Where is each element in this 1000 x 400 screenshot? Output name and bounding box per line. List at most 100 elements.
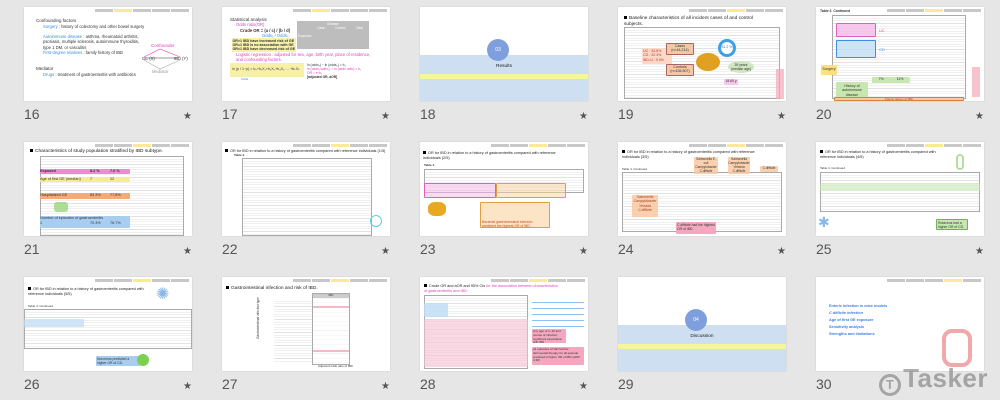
- x-axis-label: Adjusted odds ratio of IBD: [318, 364, 353, 368]
- slide-thumbnail-25[interactable]: OR for IBD in relation to a history of g…: [816, 142, 984, 236]
- hospitalized-row: Hospitalized GE 83.3% 77.8%: [40, 193, 130, 199]
- percent-row: 7% 11%: [872, 77, 910, 83]
- text: : history of colectomy and other bowel s…: [57, 24, 145, 29]
- text: Case: [317, 26, 325, 30]
- surgery-label: Surgery: [821, 65, 837, 75]
- or-interpretation: OR=1 IBD is no association with GE: [232, 42, 294, 47]
- pathogen-box: Salmonella Campylobacter Yersinia C.diff…: [632, 195, 658, 217]
- section-nav: [689, 144, 783, 147]
- heading: Confounding factors: [36, 18, 77, 23]
- watermark-text: Tasker: [903, 363, 988, 393]
- section-nav: [95, 279, 189, 282]
- slide-number: 19: [618, 106, 634, 122]
- age-row: Age of first GE (median) 7 22: [40, 177, 130, 182]
- person-icon: [776, 69, 784, 99]
- node-y: IBD (Y): [174, 56, 188, 61]
- star-icon[interactable]: ★: [381, 111, 390, 122]
- text: Odds: [241, 77, 249, 81]
- star-icon[interactable]: ★: [579, 111, 588, 122]
- table-caption: Table 4. Continued: [28, 304, 54, 308]
- mediator-label: Mediator: [152, 69, 169, 74]
- table-caption: Table 4.: [424, 163, 435, 167]
- text: OR = e^b₁: [307, 71, 323, 76]
- table-caption: Table 4. Continued: [820, 166, 846, 170]
- forest-plot: [532, 297, 584, 327]
- slide-thumbnail-26[interactable]: OR for IBD in relation to a history of g…: [24, 277, 192, 371]
- weather-icon: [54, 202, 68, 212]
- section-title: Discussion: [690, 334, 714, 339]
- slide-thumbnail-17[interactable]: Statistical analysis Odds ratio(OR) Crud…: [222, 7, 390, 101]
- label: Surgery: [43, 24, 58, 29]
- section-nav: [293, 279, 387, 282]
- slide-number: 25: [816, 241, 832, 257]
- section-title: Results: [496, 64, 512, 69]
- star-icon[interactable]: ★: [777, 246, 786, 257]
- slide-thumbnail-18[interactable]: 03 Results: [420, 7, 588, 101]
- forest-plot: IBD: [312, 293, 350, 365]
- cases-box: Cases (n=44,214): [666, 43, 694, 55]
- slide-thumbnail-16[interactable]: Confounding factors Surgery : history of…: [24, 7, 192, 101]
- star-icon[interactable]: ★: [183, 111, 192, 122]
- slide-title: Crude OR and aOR and 95% CIs: [429, 284, 487, 288]
- slide-thumbnail-27[interactable]: Gastrointestinal infection and risk of I…: [222, 277, 390, 371]
- slide-number: 30: [816, 376, 832, 392]
- intestine-illustration: [942, 329, 972, 367]
- slide-number: 27: [222, 376, 238, 392]
- slide-thumbnail-29[interactable]: 04 Discussion: [618, 277, 786, 371]
- highlight: [424, 183, 496, 198]
- star-icon[interactable]: ★: [579, 246, 588, 257]
- star-icon[interactable]: ★: [579, 381, 588, 392]
- logistic-formula: ln (p / 1−p) = b₀+b₁X₁+b₂X₂+b₃X₃ … +bₖXₖ: [230, 63, 304, 77]
- slide-thumbnail-30[interactable]: Enteric infection in mice models C diffi…: [816, 277, 984, 371]
- slide-number: 17: [222, 106, 238, 122]
- star-icon[interactable]: ★: [183, 246, 192, 257]
- text: Logistic regression : adjusted for sex, …: [236, 52, 371, 63]
- star-icon[interactable]: ★: [183, 381, 192, 392]
- text: ln (odds₁) − ln (odds₀) = b₁: [307, 63, 346, 67]
- slide-thumbnail-28[interactable]: Crude OR and aOR and 95% CIs for the ass…: [420, 277, 588, 371]
- star-icon[interactable]: ★: [777, 111, 786, 122]
- slide-number: 16: [24, 106, 40, 122]
- heading: Mediator: [36, 66, 54, 71]
- table: [242, 158, 372, 236]
- section-nav: [95, 9, 189, 12]
- slide-thumbnail-22[interactable]: OR for IBD in relation to a history of g…: [222, 142, 390, 236]
- slide-thumbnail-20[interactable]: Table 2. Continued UC CD Surgery 7% 11% H…: [816, 7, 984, 101]
- text: ln (odds₁/odds₀) = ln (odds ratio) = b₁: [307, 67, 361, 72]
- note-box: [480, 202, 550, 228]
- slide-thumbnail-19[interactable]: Baseline characteristics of all incident…: [618, 7, 786, 101]
- star-icon[interactable]: ★: [381, 381, 390, 392]
- or-interpretation: OR<1 IBD have decreased risk of GE: [232, 47, 296, 52]
- list-item: Enteric infection in mice models: [829, 304, 888, 308]
- pathogen-box: Salmonella Campylobacter Yersinia C.diff…: [728, 157, 750, 174]
- slide-thumbnail-21[interactable]: Characteristics of study population stra…: [24, 142, 192, 236]
- section-nav: [887, 279, 981, 282]
- tasker-watermark: T Tasker: [879, 363, 988, 396]
- section-nav: [293, 9, 387, 12]
- text: Exposure: [298, 34, 312, 38]
- star-icon[interactable]: ★: [975, 111, 984, 122]
- table: [24, 309, 192, 349]
- slide-title-highlight: for the association between characterist…: [424, 284, 558, 293]
- slide-number: 21: [24, 241, 40, 257]
- controls-box: Controls (n=436,507): [666, 64, 694, 76]
- note: ≥4 episodes of GE had the detrimental th…: [532, 347, 584, 365]
- star-icon[interactable]: ★: [975, 246, 984, 257]
- person-icon: [972, 67, 980, 97]
- slide-thumbnail-24[interactable]: OR for IBD in relation to a history of g…: [618, 142, 786, 236]
- people-icon: [696, 53, 720, 71]
- node-x: GE (X): [142, 56, 155, 61]
- text: [adjusted OR, aOR]: [307, 75, 338, 80]
- highlight: [424, 303, 448, 317]
- virus-icon: ✺: [156, 286, 170, 303]
- magnifier-icon: [370, 215, 382, 227]
- table-caption: Table 4. Continued: [622, 167, 648, 171]
- label: CD: [879, 47, 885, 52]
- slide-title: OR for IBD in relation to a history of g…: [622, 150, 755, 159]
- table: [820, 172, 980, 212]
- star-icon[interactable]: ★: [381, 246, 390, 257]
- slide-thumbnail-23[interactable]: OR for IBD in relation to a history of g…: [420, 142, 588, 236]
- note: Rotavirus had a higher OR of CD.: [936, 219, 968, 230]
- follow-up-label: 18.60 y: [724, 79, 738, 85]
- list-item: Age of first GE exposure: [829, 318, 874, 322]
